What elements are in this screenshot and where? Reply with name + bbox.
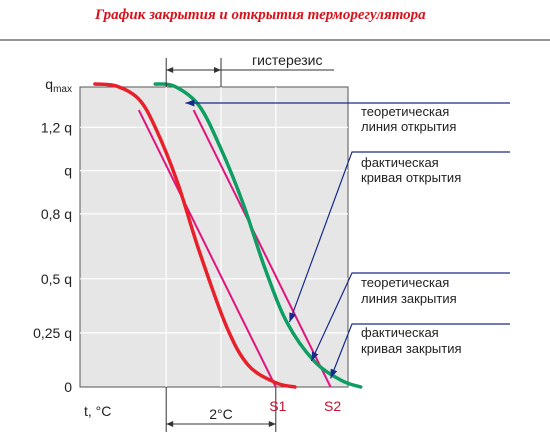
legend-leader-3 [330, 323, 510, 379]
y-tick-label: q [64, 163, 72, 179]
actual-curves [93, 82, 363, 389]
theoretical-lines [137, 109, 332, 388]
legend-line1-0: теоретическая [361, 104, 449, 119]
y-tick-label: 0 [64, 379, 72, 395]
legend-arrow-0 [185, 99, 195, 107]
legend-line1-1: фактическая [361, 155, 439, 170]
legend-arrow-2 [311, 351, 319, 362]
legend-leader-2 [310, 272, 510, 362]
delta-label: 2°C [209, 406, 233, 422]
x-axis-label: t, °C [84, 403, 111, 419]
legend-line1-3: фактическая [361, 325, 439, 340]
curve-1 [153, 82, 363, 389]
curve-0 [93, 82, 297, 389]
legend-arrow-1 [289, 312, 296, 323]
legend-line2-1: кривая открытия [361, 170, 461, 185]
legend-line2-0: линия открытия [361, 119, 456, 134]
dimension-annotations: гистерезис 2°C [165, 52, 334, 432]
y-tick-label: 1,2 q [41, 119, 72, 135]
y-tick-label: 0,5 q [41, 271, 72, 287]
theory-line-2 [137, 109, 277, 388]
legend-line2-3: кривая закрытия [361, 341, 462, 356]
hysteresis-label: гистерезис [252, 52, 322, 68]
legend-line1-2: теоретическая [361, 275, 449, 290]
grid-vertical [165, 87, 277, 387]
marker-s1: S1 [269, 398, 286, 414]
delta-arrow-right [268, 421, 276, 427]
x-markers: S1 S2 [269, 398, 341, 414]
delta-arrow-left [166, 421, 174, 427]
hyst-arrow-left [166, 67, 174, 73]
y-tick-label-sub: max [53, 84, 72, 95]
legend-leader-1 [288, 151, 510, 323]
chart-title: График закрытия и открытия терморегулято… [95, 7, 426, 23]
y-tick-label: 0,8 q [41, 206, 72, 222]
legend-line2-2: линия закрытия [361, 291, 457, 306]
hyst-arrow-right [214, 67, 221, 73]
marker-s2: S2 [324, 398, 341, 414]
y-tick-label: qmax [45, 76, 72, 95]
legend-arrow-3 [330, 368, 338, 379]
theory-line-3 [192, 109, 332, 388]
y-tick-label-base: q [45, 76, 53, 92]
y-tick-label: 0,25 q [33, 325, 72, 341]
